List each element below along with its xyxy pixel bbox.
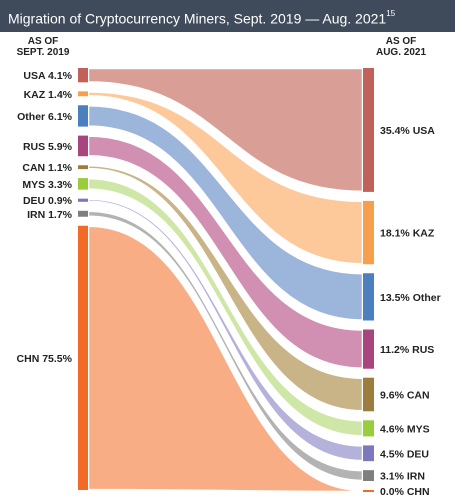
left-label-rus: RUS 5.9% — [23, 141, 73, 153]
right-bar-irn — [363, 470, 374, 481]
right-bar-usa — [363, 68, 374, 192]
right-label-irn: 3.1% IRN — [380, 471, 425, 483]
right-bar-mys — [363, 420, 374, 437]
left-label-mys: MYS 3.3% — [22, 179, 72, 191]
left-header-line-2: SEPT. 2019 — [16, 47, 70, 58]
flow-usa — [86, 66, 365, 194]
title-footnote: 15 — [386, 9, 396, 18]
left-bar-irn — [78, 210, 88, 217]
left-label-kaz: KAZ 1.4% — [24, 89, 73, 101]
right-bar-other — [363, 273, 374, 321]
left-column-header: AS OF SEPT. 2019 — [10, 36, 76, 58]
right-labels-group: 35.4% USA 18.1% KAZ 13.5% Other 11.2% RUS 9.… — [380, 125, 441, 498]
right-column-header: AS OF AUG. 2021 — [368, 36, 434, 58]
right-label-usa: 35.4% USA — [380, 125, 435, 137]
left-bars-group — [78, 68, 88, 490]
right-bar-rus — [363, 329, 374, 369]
chart-title-text: Migration of Cryptocurrency Miners, Sept… — [8, 10, 387, 27]
right-header-line-2: AUG. 2021 — [375, 47, 427, 58]
left-bar-can — [78, 165, 88, 170]
right-header-line-1: AS OF — [385, 36, 417, 47]
left-label-other: Other 6.1% — [17, 111, 73, 123]
flow-kaz — [86, 90, 365, 266]
left-bar-mys — [78, 178, 88, 190]
left-bar-other — [78, 105, 88, 127]
flows-group — [86, 66, 365, 494]
left-label-deu: DEU 0.9% — [23, 195, 73, 207]
flow-rus — [86, 134, 365, 370]
left-labels-group: USA 4.1% KAZ 1.4% Other 6.1% RUS 5.9% CAN 1.… — [17, 70, 73, 365]
chart-title: Migration of Cryptocurrency Miners, Sept… — [0, 0, 455, 32]
left-bar-rus — [78, 135, 88, 157]
right-bars-group — [363, 68, 374, 492]
right-label-mys: 4.6% MYS — [380, 423, 430, 435]
flow-chn — [86, 224, 365, 494]
right-bar-can — [363, 377, 374, 412]
left-header-line-1: AS OF — [27, 36, 59, 47]
right-label-rus: 11.2% RUS — [380, 344, 434, 356]
right-bar-kaz — [363, 200, 374, 265]
left-bar-chn — [78, 225, 88, 490]
left-label-can: CAN 1.1% — [22, 162, 72, 174]
right-label-chn: 0.0% CHN — [380, 486, 430, 498]
flow-deu — [86, 197, 365, 463]
left-label-usa: USA 4.1% — [23, 70, 72, 82]
left-label-chn: CHN 75.5% — [17, 353, 73, 365]
right-label-other: 13.5% Other — [380, 292, 441, 304]
left-bar-usa — [78, 68, 88, 83]
left-label-irn: IRN 1.7% — [27, 209, 73, 221]
left-bar-deu — [78, 198, 88, 202]
right-bar-deu — [363, 445, 374, 462]
right-label-deu: 4.5% DEU — [380, 448, 429, 460]
right-bar-chn — [363, 490, 374, 492]
right-label-kaz: 18.1% KAZ — [380, 228, 435, 240]
right-label-can: 9.6% CAN — [380, 390, 430, 402]
left-bar-kaz — [78, 91, 88, 97]
